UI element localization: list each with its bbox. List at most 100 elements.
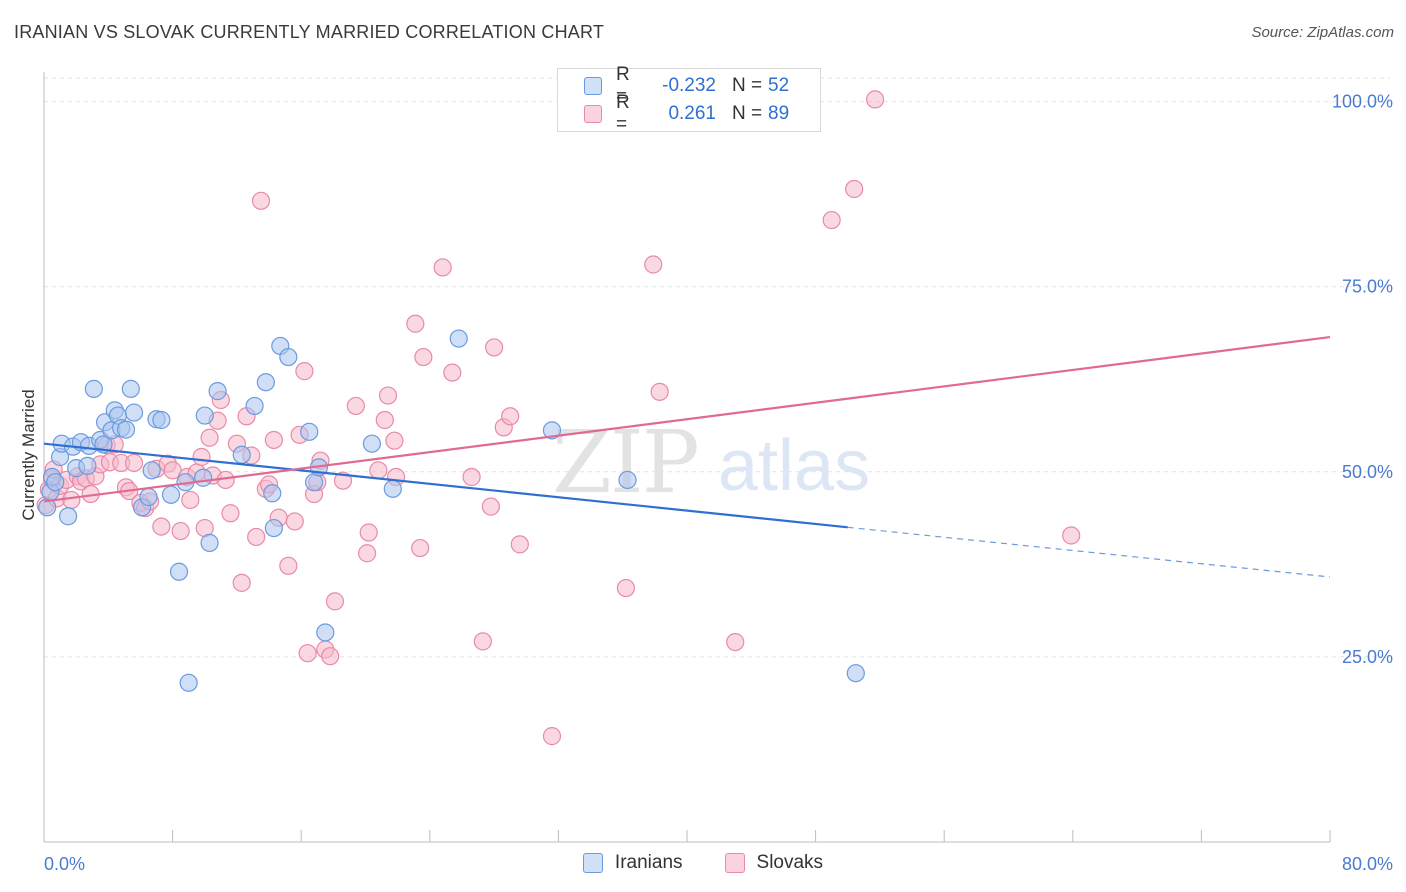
axes <box>43 72 1331 843</box>
slovaks-trend-line <box>43 335 1331 503</box>
iranians-point <box>169 562 189 581</box>
slovaks-point <box>485 338 504 357</box>
legend-swatch-slovaks <box>584 105 602 123</box>
slovaks-point <box>385 431 404 450</box>
iranians-trend-line <box>43 442 848 529</box>
slovaks-point <box>325 592 345 611</box>
slovaks-point <box>510 535 529 554</box>
iranians-point <box>232 445 251 464</box>
legend-item-slovaks[interactable]: Slovaks <box>724 852 824 874</box>
iranians-point <box>245 396 264 416</box>
legend-swatch-iranians <box>582 853 603 873</box>
legend-row-iranians: R = -0.232 N = 52 <box>584 64 790 107</box>
slovaks-point <box>298 644 317 663</box>
y-axis-label: Currently Married <box>19 389 38 520</box>
iranians-point <box>264 518 283 538</box>
iranians-point <box>256 373 275 392</box>
iranians-point <box>59 507 78 526</box>
iranians-point <box>142 461 161 480</box>
slovaks-point <box>62 490 81 510</box>
legend-r-value: -0.232 <box>662 75 716 96</box>
slovaks-point <box>443 363 462 382</box>
grid-lines <box>44 77 1390 658</box>
legend-item-iranians[interactable]: Iranians <box>582 852 683 874</box>
x-tick-labels: 0.0% 80.0% <box>44 854 1393 874</box>
iranians-point <box>316 623 335 642</box>
slovaks-point <box>1062 526 1081 545</box>
stats-legend: R = -0.232 N = 52 R = 0.261 N = 89 <box>557 64 821 135</box>
slovaks-point <box>542 727 562 746</box>
slovaks-point <box>264 430 283 450</box>
iranians-point <box>46 473 65 492</box>
trend-lines <box>43 335 1331 578</box>
slovaks-point <box>152 517 171 536</box>
slovaks-point <box>171 521 190 541</box>
slovaks-point <box>279 556 298 575</box>
chart-title: IRANIAN VS SLOVAK CURRENTLY MARRIED CORR… <box>14 22 605 42</box>
source-label: Source: ZipAtlas.com <box>1251 24 1394 41</box>
iranians-point <box>78 456 97 475</box>
slovaks-point <box>726 632 745 652</box>
legend-row-slovaks: R = 0.261 N = 89 <box>584 92 790 135</box>
iranians-point <box>263 484 282 503</box>
slovaks-point <box>232 573 251 592</box>
slovaks-point <box>181 490 200 510</box>
legend-label-slovaks: Slovaks <box>756 852 824 873</box>
y-tick-label: 75.0% <box>1342 277 1393 297</box>
iranians-point <box>618 470 637 490</box>
iranians-point <box>846 664 865 683</box>
y-tick-label: 100.0% <box>1332 92 1393 112</box>
slovaks-point <box>433 258 452 277</box>
x-tick-label: 0.0% <box>44 854 85 874</box>
legend-n-value: 89 <box>768 103 790 124</box>
slovaks-point <box>845 179 864 199</box>
slovaks-point <box>822 210 841 230</box>
slovaks-point <box>473 632 492 651</box>
iranians-point <box>208 382 227 401</box>
slovaks-point <box>200 428 219 447</box>
slovaks-point <box>462 467 481 487</box>
watermark: ZIP atlas <box>552 413 870 513</box>
iranians-point <box>161 485 181 504</box>
iranians-point <box>449 329 468 348</box>
slovaks-point <box>285 512 304 531</box>
iranians-point <box>300 422 319 441</box>
slovaks-point <box>359 523 378 542</box>
y-tick-labels: 25.0% 50.0% 75.0% 100.0% <box>1332 92 1393 667</box>
legend-n-label: N = <box>732 75 763 96</box>
slovaks-point <box>411 538 430 558</box>
y-tick-label: 25.0% <box>1342 647 1393 667</box>
iranians-point <box>139 487 158 507</box>
slovaks-point <box>865 90 885 109</box>
slovaks-point <box>378 386 398 405</box>
iranians-point <box>84 379 103 398</box>
slovaks-point <box>358 544 377 563</box>
iranians-point <box>542 421 562 440</box>
iranians-trend-extension <box>847 526 1331 578</box>
slovaks-point <box>616 578 636 598</box>
y-tick-label: 50.0% <box>1342 462 1393 482</box>
iranians-point <box>383 479 402 498</box>
iranians-point <box>200 533 219 552</box>
slovaks-point <box>644 255 663 274</box>
legend-n-label: N = <box>732 103 763 124</box>
slovaks-point <box>481 497 500 516</box>
slovaks-point <box>414 347 433 367</box>
iranians-point <box>194 468 213 487</box>
slovaks-point <box>321 647 340 666</box>
slovaks-point <box>346 396 365 416</box>
slovaks-point <box>295 362 314 381</box>
legend-r-label: R = <box>616 92 630 135</box>
legend-swatch-iranians <box>584 77 602 95</box>
slovaks-point <box>251 191 271 210</box>
legend-r-value: 0.261 <box>668 103 716 124</box>
slovaks-point <box>369 461 388 480</box>
slovaks-point <box>124 453 144 473</box>
legend-n-value: 52 <box>768 75 790 96</box>
iranians-point <box>179 673 198 692</box>
iranians-point <box>152 410 171 430</box>
legend-swatch-slovaks <box>724 853 745 873</box>
slovaks-point <box>375 410 394 430</box>
series-legend: Iranians Slovaks <box>0 852 1406 874</box>
